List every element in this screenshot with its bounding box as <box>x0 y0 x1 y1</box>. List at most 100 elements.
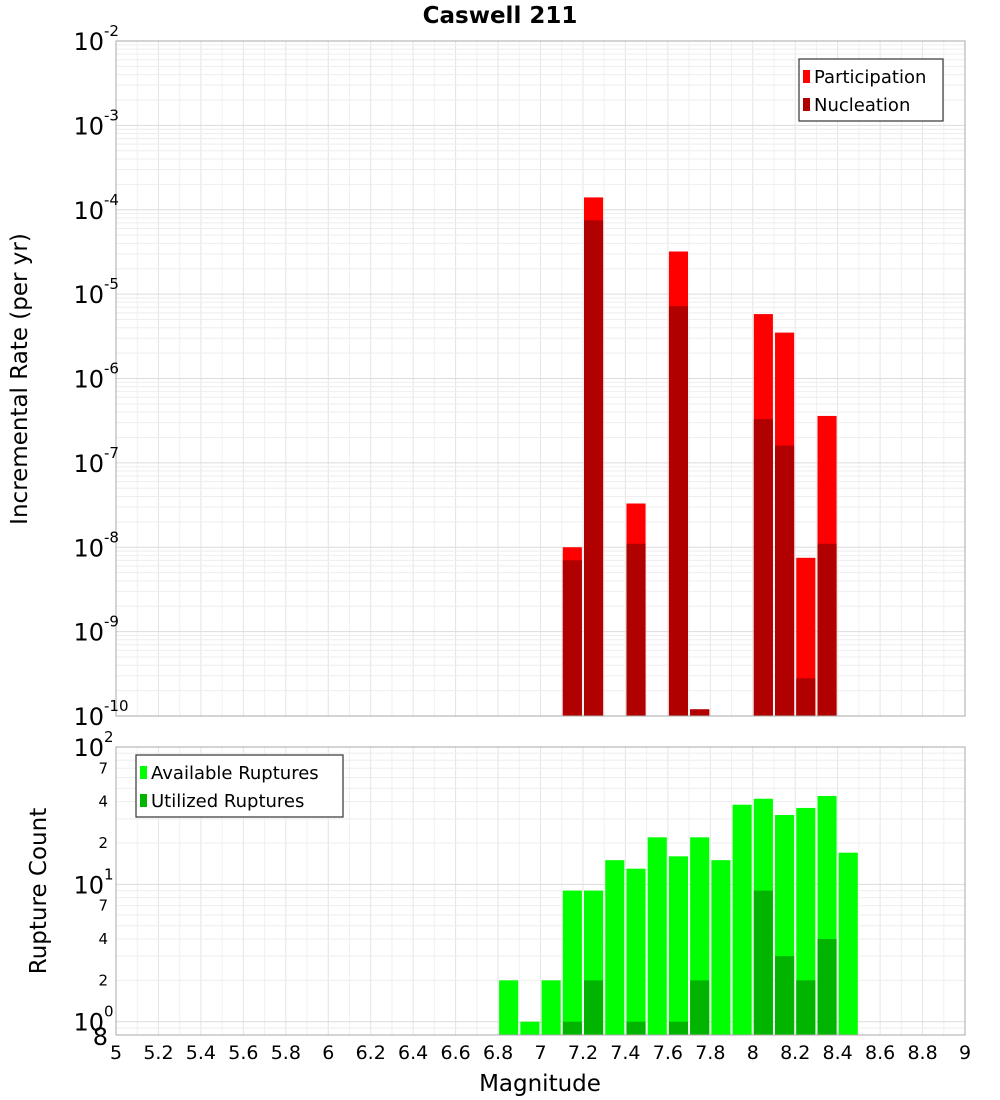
x-tick-label: 5.6 <box>228 1042 258 1064</box>
bot-bar-available-ruptures <box>562 890 582 1035</box>
y-minor-tick-label: 7 <box>98 759 108 777</box>
bot-bar-available-ruptures <box>668 856 689 1035</box>
bot-bar-utilized-ruptures <box>753 890 773 1035</box>
x-axis-label: Magnitude <box>479 1071 601 1097</box>
y-tick-label: 10 -5 <box>73 275 119 309</box>
y-tick-base: 10 <box>73 1009 104 1037</box>
y-tick-base: 10 <box>73 28 104 56</box>
x-tick-label: 8.4 <box>823 1042 853 1064</box>
y-tick-label: 10 2 <box>73 728 113 762</box>
top-plot-frame <box>115 40 966 717</box>
y-tick-base: 10 <box>73 734 104 762</box>
bot-bar-utilized-ruptures <box>775 956 795 1035</box>
top-bar-nucleation <box>775 445 795 716</box>
legend-swatch <box>140 766 147 779</box>
legend-swatch <box>803 70 810 83</box>
bottom-plot-frame <box>115 746 966 1036</box>
y-tick-base: 10 <box>73 366 104 394</box>
x-tick-label: 5.8 <box>271 1042 301 1064</box>
legend-label: Participation <box>814 67 926 88</box>
y-tick-base: 10 <box>73 281 104 309</box>
x-tick-label: 8.8 <box>907 1042 937 1064</box>
x-tick-label: 7.2 <box>568 1042 598 1064</box>
top-bar-nucleation <box>817 543 837 716</box>
y-tick-exponent: -8 <box>104 528 119 546</box>
bottom-legend: Available Ruptures Utilized Ruptures <box>135 754 344 818</box>
x-tick-label: 5.4 <box>186 1042 216 1064</box>
bot-bar-utilized-ruptures <box>562 1021 582 1035</box>
y-tick-label: 10 -7 <box>73 444 119 478</box>
bot-bar-available-ruptures <box>838 852 858 1035</box>
y-tick-exponent: -5 <box>104 275 119 293</box>
top-grid <box>115 40 966 717</box>
y-minor-tick-label: 2 <box>98 834 108 852</box>
bottom-bars <box>499 795 858 1035</box>
top-bars <box>562 197 837 717</box>
y-tick-label: 10 -10 <box>73 697 128 731</box>
bot-bar-utilized-ruptures <box>584 980 604 1035</box>
x-tick-label: 7.8 <box>695 1042 725 1064</box>
x-tick-label: 5.2 <box>143 1042 173 1064</box>
top-bar-nucleation <box>562 560 582 716</box>
y-tick-base: 10 <box>73 703 104 731</box>
y-minor-tick-label: 4 <box>98 793 108 811</box>
bot-bar-available-ruptures <box>605 860 625 1035</box>
x-tick-label: 7.6 <box>653 1042 683 1064</box>
x-tick-label: 8.6 <box>865 1042 895 1064</box>
y-minor-tick-label: 4 <box>98 930 108 948</box>
bot-bar-available-ruptures <box>626 868 646 1035</box>
bot-bar-utilized-ruptures <box>796 980 816 1035</box>
y-tick-exponent: -10 <box>104 697 129 715</box>
y-tick-label: 10 -2 <box>73 22 119 56</box>
y-minor-tick-label: 8 <box>93 1023 108 1051</box>
top-bar-nucleation <box>668 306 689 716</box>
x-tick-labels: 5 5.2 5.4 5.6 5.8 6 6.2 6.4 6.6 6.8 7 7.2 7.4 7.6 7.8 8… <box>110 1042 971 1064</box>
y-tick-exponent: 0 <box>104 1003 114 1021</box>
y-tick-base: 10 <box>73 619 104 647</box>
x-tick-label: 6.8 <box>483 1042 513 1064</box>
legend-swatch <box>803 98 810 111</box>
legend-box <box>135 754 344 818</box>
top-bar-nucleation <box>626 543 646 716</box>
y-tick-exponent: -2 <box>104 22 119 40</box>
x-tick-label: 8.2 <box>780 1042 810 1064</box>
legend-swatch <box>140 794 147 807</box>
bot-bar-available-ruptures <box>796 807 816 1035</box>
bottom-y-axis-label: Rupture Count <box>26 808 52 974</box>
y-tick-label: 10 -6 <box>73 360 119 394</box>
y-tick-exponent: -6 <box>104 360 119 378</box>
x-tick-label: 6 <box>322 1042 334 1064</box>
y-tick-label: 10 -8 <box>73 528 119 562</box>
x-tick-label: 9 <box>959 1042 971 1064</box>
x-tick-label: 7.4 <box>610 1042 640 1064</box>
bot-bar-available-ruptures <box>732 804 752 1035</box>
bot-bar-utilized-ruptures <box>626 1021 646 1035</box>
y-tick-base: 10 <box>73 871 104 899</box>
legend-label: Available Ruptures <box>151 763 319 784</box>
legend-label: Nucleation <box>814 95 910 116</box>
bot-bar-available-ruptures <box>647 837 667 1035</box>
chart-title: Caswell 211 <box>423 3 578 29</box>
y-tick-base: 10 <box>73 534 104 562</box>
y-tick-exponent: 2 <box>104 728 114 746</box>
legend-label: Utilized Ruptures <box>151 791 304 812</box>
top-bar-nucleation <box>584 220 604 717</box>
y-tick-label: 10 -3 <box>73 106 119 140</box>
bot-bar-available-ruptures <box>499 980 519 1035</box>
y-tick-base: 10 <box>73 112 104 140</box>
y-minor-tick-label: 2 <box>98 971 108 989</box>
x-tick-label: 6.2 <box>356 1042 386 1064</box>
top-bar-nucleation <box>690 709 710 716</box>
y-minor-tick-label: 7 <box>98 897 108 915</box>
bot-bar-utilized-ruptures <box>690 980 710 1035</box>
y-tick-label: 10 -4 <box>73 191 119 225</box>
x-tick-label: 8 <box>747 1042 759 1064</box>
bot-bar-utilized-ruptures <box>668 1021 689 1035</box>
x-tick-label: 6.4 <box>398 1042 428 1064</box>
bot-bar-available-ruptures <box>520 1021 540 1035</box>
